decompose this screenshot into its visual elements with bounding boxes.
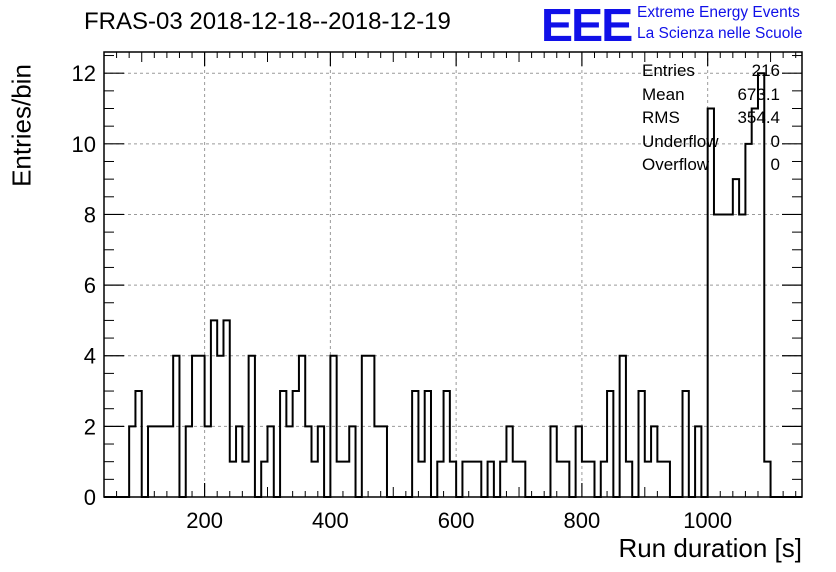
x-axis-label: Run duration [s] bbox=[618, 533, 802, 563]
y-tick-label: 12 bbox=[72, 61, 96, 86]
stats-value: 673.1 bbox=[737, 84, 780, 104]
stats-row-entries: Entries 216 bbox=[642, 59, 780, 83]
stats-label: Underflow bbox=[642, 131, 719, 151]
x-tick-label: 400 bbox=[312, 508, 349, 533]
logo-line-1: Extreme Energy Events bbox=[637, 4, 800, 21]
stats-value: 354.4 bbox=[737, 108, 780, 127]
y-tick-label: 4 bbox=[84, 344, 96, 369]
stats-value: 0 bbox=[770, 155, 780, 174]
stats-value: 0 bbox=[770, 131, 780, 151]
x-tick-label: 600 bbox=[438, 508, 475, 533]
y-tick-label: 2 bbox=[84, 414, 96, 439]
stats-box: Entries 216 Mean 673.1 RMS 354.4 Underfl… bbox=[642, 59, 780, 177]
stats-row-rms: RMS 354.4 bbox=[642, 106, 780, 130]
logo-line-2: La Scienza nelle Scuole bbox=[637, 25, 803, 42]
plot-frame bbox=[103, 51, 803, 498]
x-tick-label: 1000 bbox=[683, 508, 732, 533]
axis-ticks bbox=[104, 52, 802, 498]
eee-logo-mark: EEE bbox=[540, 0, 633, 51]
stats-value: 216 bbox=[751, 61, 780, 80]
stats-label: Mean bbox=[642, 84, 685, 104]
stats-row-overflow: Overflow 0 bbox=[642, 153, 780, 177]
chart-title: FRAS-03 2018-12-18--2018-12-19 bbox=[84, 8, 451, 35]
y-axis-label: Entries/bin bbox=[6, 64, 37, 187]
stats-label: Overflow bbox=[642, 155, 710, 174]
stats-row-underflow: Underflow 0 bbox=[642, 130, 780, 154]
stats-row-mean: Mean 673.1 bbox=[642, 83, 780, 107]
x-tick-label: 800 bbox=[564, 508, 601, 533]
y-tick-label: 0 bbox=[84, 485, 96, 510]
stats-label: RMS bbox=[642, 108, 680, 127]
stats-label: Entries bbox=[642, 61, 695, 80]
axis-tick-labels: 200 400 600 800 1000 0 2 4 6 8 10 12 bbox=[72, 61, 733, 533]
y-tick-label: 10 bbox=[72, 132, 96, 157]
x-tick-label: 200 bbox=[186, 508, 223, 533]
y-tick-label: 8 bbox=[84, 202, 96, 227]
y-tick-label: 6 bbox=[84, 273, 96, 298]
